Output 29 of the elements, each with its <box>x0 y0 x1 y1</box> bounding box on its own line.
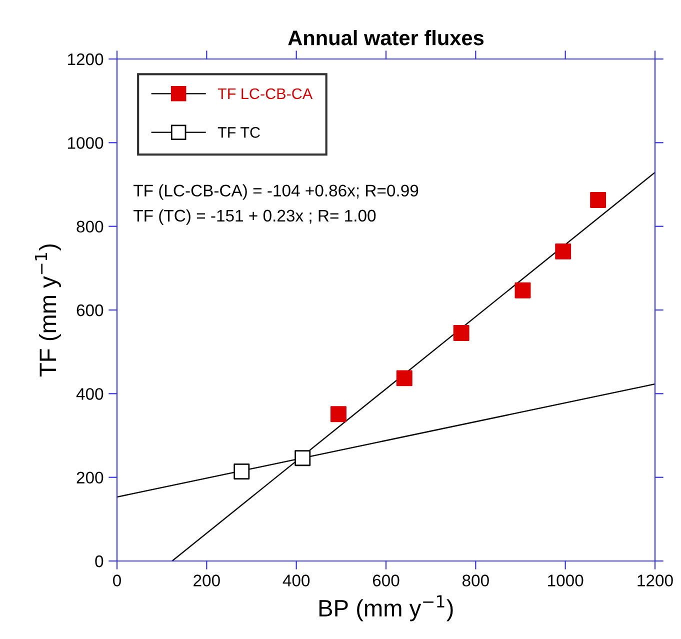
y-axis-title: TF (mm y$^{−1}$) <box>34 244 61 377</box>
annotation: TF (LC-CB-CA) = -104 +0.86x; R=0.99 <box>134 184 418 200</box>
x-axis-title: BP (mm y$^{−1}$) <box>319 595 453 622</box>
y-tick-label: 800 <box>76 220 104 233</box>
legend-label: TF TC <box>218 127 260 138</box>
y-tick-label: 1200 <box>68 53 104 66</box>
x-tick-label: 200 <box>194 574 220 586</box>
x-tick-label: 0 <box>113 574 121 586</box>
annotation: TF (TC) = -151 + 0.23x ; R= 1.00 <box>134 209 376 225</box>
point <box>396 370 412 386</box>
x-tick-label: 800 <box>462 574 489 586</box>
y-tick-label: 1000 <box>68 137 104 149</box>
point <box>294 450 311 466</box>
x-tick-label: 400 <box>282 574 310 586</box>
point <box>514 282 531 298</box>
y-tick-label: 600 <box>76 304 104 316</box>
y-tick-label: 200 <box>76 472 104 484</box>
point <box>330 406 346 422</box>
point <box>234 464 250 480</box>
legend-label: TF LC-CB-CA <box>218 88 313 100</box>
x-tick-label: 600 <box>372 574 400 586</box>
chart-title: Annual water fluxes <box>288 30 484 46</box>
x-tick-label: 1000 <box>548 574 584 586</box>
point <box>590 192 606 208</box>
point <box>453 325 470 341</box>
y-tick-label: 400 <box>76 388 104 400</box>
y-tick-label: 0 <box>95 555 104 568</box>
x-tick-label: 1200 <box>638 574 673 586</box>
point <box>555 243 572 260</box>
